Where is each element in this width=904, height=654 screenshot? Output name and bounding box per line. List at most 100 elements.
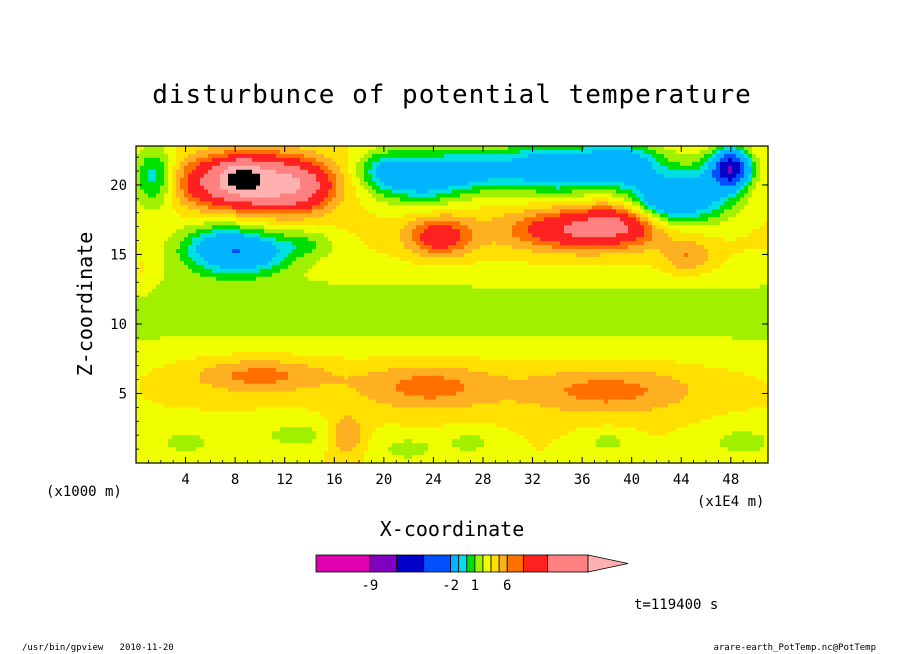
- field-cell: [344, 185, 349, 190]
- field-cell: [484, 197, 489, 202]
- field-cell: [708, 165, 713, 171]
- field-cell: [372, 189, 377, 194]
- field-cell: [168, 197, 173, 202]
- field-cell: [452, 213, 457, 218]
- field-cell: [544, 189, 549, 194]
- field-cell: [500, 149, 505, 155]
- field-cell: [580, 256, 585, 262]
- field-cell: [684, 173, 689, 179]
- field-cell: [688, 149, 693, 155]
- field-cell: [468, 249, 473, 254]
- field-cell: [136, 197, 141, 202]
- field-cell: [180, 249, 185, 254]
- field-cell: [224, 177, 229, 183]
- field-cell: [748, 169, 753, 175]
- field-cell: [620, 181, 625, 187]
- field-cell: [240, 268, 245, 274]
- field-cell: [252, 256, 257, 262]
- field-cell: [512, 249, 517, 254]
- field-cell: [464, 268, 469, 274]
- field-cell: [164, 157, 169, 163]
- field-cell: [456, 181, 461, 187]
- field-cell: [228, 260, 233, 266]
- field-cell: [592, 249, 597, 254]
- field-cell: [164, 209, 169, 214]
- field-cell: [740, 197, 745, 202]
- field-cell: [452, 245, 457, 250]
- field-cell: [224, 161, 229, 167]
- field-cell: [660, 249, 665, 254]
- field-cell: [540, 177, 545, 183]
- field-cell: [312, 197, 317, 202]
- field-cell: [732, 249, 737, 254]
- field-cell: [684, 177, 689, 183]
- field-cell: [524, 173, 529, 179]
- field-cell: [704, 233, 709, 238]
- field-cell: [368, 213, 373, 218]
- field-cell: [708, 252, 713, 258]
- field-cell: [532, 252, 537, 258]
- field-cell: [164, 173, 169, 179]
- field-cell: [464, 209, 469, 214]
- field-cell: [288, 233, 293, 238]
- field-cell: [380, 213, 385, 218]
- field-cell: [504, 165, 509, 171]
- field-cell: [764, 225, 768, 230]
- field-cell: [296, 149, 301, 155]
- field-cell: [260, 249, 265, 254]
- field-cell: [544, 225, 549, 230]
- field-cell: [652, 233, 657, 238]
- field-cell: [240, 169, 245, 175]
- field-cell: [580, 233, 585, 238]
- field-cell: [728, 260, 733, 266]
- field-cell: [392, 252, 397, 258]
- field-cell: [564, 237, 569, 242]
- field-cell: [396, 229, 401, 234]
- field-cell: [688, 153, 693, 159]
- field-cell: [520, 217, 525, 222]
- field-cell: [336, 149, 341, 155]
- field-cell: [704, 181, 709, 187]
- field-cell: [420, 221, 425, 226]
- field-cell: [608, 149, 613, 155]
- field-cell: [252, 161, 257, 167]
- field-cell: [692, 161, 697, 167]
- field-cell: [416, 245, 421, 250]
- field-cell: [636, 169, 641, 175]
- field-cell: [228, 153, 233, 159]
- field-cell: [624, 245, 629, 250]
- field-cell: [624, 149, 629, 155]
- field-cell: [592, 149, 597, 155]
- field-cell: [764, 189, 768, 194]
- field-cell: [500, 252, 505, 258]
- field-cell: [516, 161, 521, 167]
- field-cell: [208, 146, 213, 151]
- field-cell: [520, 161, 525, 167]
- field-cell: [248, 229, 253, 234]
- field-cell: [420, 213, 425, 218]
- field-cell: [356, 177, 361, 183]
- field-cell: [320, 193, 325, 198]
- field-cell: [716, 201, 721, 206]
- field-cell: [624, 173, 629, 179]
- field-cell: [468, 161, 473, 167]
- field-cell: [320, 252, 325, 258]
- field-cell: [748, 149, 753, 155]
- field-cell: [296, 237, 301, 242]
- field-cell: [536, 181, 541, 187]
- field-cell: [256, 149, 261, 155]
- field-cell: [408, 213, 413, 218]
- field-cell: [260, 260, 265, 266]
- field-cell: [712, 181, 717, 187]
- field-cell: [532, 264, 537, 270]
- field-cell: [536, 233, 541, 238]
- field-cell: [456, 229, 461, 234]
- field-cell: [276, 237, 281, 242]
- field-cell: [300, 209, 305, 214]
- field-cell: [312, 237, 317, 242]
- field-cell: [592, 241, 597, 246]
- field-cell: [552, 153, 557, 159]
- field-cell: [364, 256, 369, 262]
- field-cell: [736, 149, 741, 155]
- field-cell: [360, 169, 365, 175]
